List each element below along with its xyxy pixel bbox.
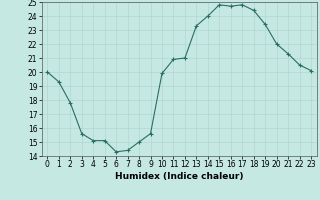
X-axis label: Humidex (Indice chaleur): Humidex (Indice chaleur) xyxy=(115,172,244,181)
